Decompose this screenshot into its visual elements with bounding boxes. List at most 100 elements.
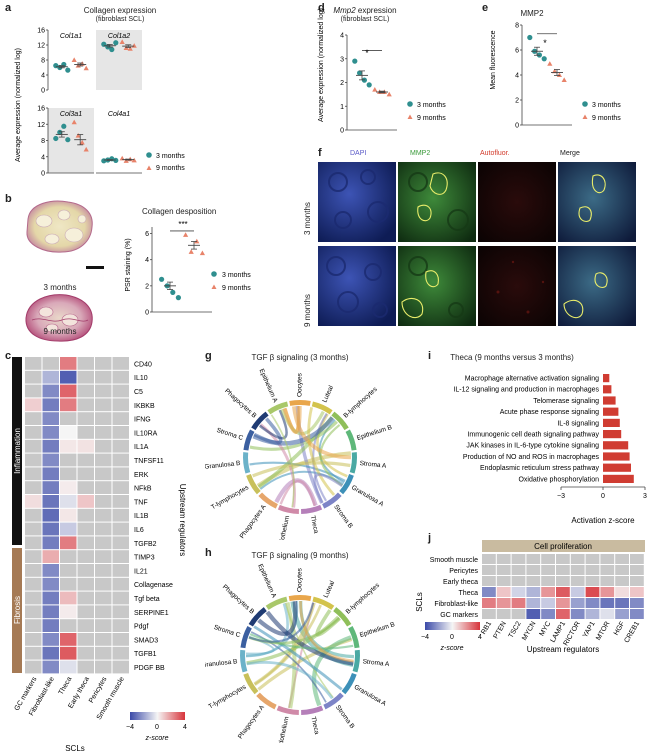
chord-arc (312, 596, 335, 610)
panel-j-scale-min: −4 (421, 634, 429, 641)
heatmap-cell (60, 439, 77, 453)
panel-c-colorbar (130, 712, 185, 720)
chord-label: Stroma B (332, 504, 354, 530)
heatmap-cell (25, 467, 42, 481)
chord-arc (276, 705, 299, 715)
chord-arc (352, 649, 360, 673)
heatmap-cell (77, 481, 94, 494)
heatmap-cell (42, 522, 59, 536)
heatmap-cell (95, 646, 112, 660)
heatmap-cell (60, 633, 77, 646)
heatmap-cell (511, 609, 526, 619)
y-tick-label: 4 (41, 73, 45, 80)
pathway-label: Oxidative phosphorylation (518, 476, 599, 483)
x-tick-label: 0 (601, 493, 605, 500)
heatmap-col-label: MYC (538, 621, 552, 638)
micrograph-autofluor-3-months (478, 162, 556, 242)
heatmap-cell (482, 609, 496, 619)
heatmap-cell (60, 467, 77, 481)
heatmap-cell (95, 467, 112, 481)
panel-d-title: Mmp2 expression (333, 6, 397, 15)
panel-j-xlabel: Upstream regulators (527, 645, 599, 654)
heatmap-cell (60, 357, 77, 370)
panel-h-title: TGF β signaling (9 months) (251, 551, 349, 560)
heatmap-cell (77, 591, 94, 605)
panel-b-plot: PSR staining (%) 0 2 4 6 *** 3 months 9 mon… (125, 220, 251, 317)
panel-b-legend-marker-9m (211, 284, 217, 289)
pathway-label: Endoplasmic reticulum stress pathway (480, 465, 600, 472)
heatmap-cell (77, 412, 94, 425)
panel-b-legend-9m: 9 months (222, 285, 251, 292)
heatmap-cell (482, 554, 496, 564)
panel-e-legend-marker-9m (582, 114, 588, 119)
panel-b-ylabel: PSR staining (%) (125, 238, 132, 291)
heatmap-cell (112, 536, 129, 550)
data-point-9m (127, 46, 133, 51)
heatmap-cell (511, 598, 526, 608)
panel-label-b: b (5, 193, 12, 205)
heatmap-row-label: Tgf beta (134, 596, 160, 603)
group-bar-fibrosis (12, 548, 22, 673)
heatmap-cell (112, 495, 129, 508)
panel-j-scale-mid: 0 (450, 634, 454, 641)
heatmap-cell (95, 550, 112, 563)
pathway-label: Production of NO and ROS in macrophages (463, 454, 600, 461)
heatmap-cell (77, 633, 94, 646)
chord-arc (289, 400, 311, 406)
heatmap-cell (25, 398, 42, 412)
chord-label: Stroma A (359, 460, 387, 470)
panel-d-significance: * (365, 48, 369, 58)
data-point-3m (57, 129, 63, 135)
y-tick-label: 8 (41, 58, 45, 65)
heatmap-cell (585, 576, 600, 586)
y-tick-label: 6 (515, 48, 519, 55)
panel-label-d: d (318, 2, 325, 14)
group-label-fibrosis: Fibrosis (13, 596, 22, 624)
heatmap-cell (556, 565, 570, 575)
heatmap-cell (541, 598, 555, 608)
pathway-label: Immunogenic cell death signaling pathway (467, 432, 599, 439)
panel-b-significance: *** (178, 220, 187, 229)
panel-c-scale-mid: 0 (155, 724, 159, 731)
heatmap-cell (25, 591, 42, 605)
chord-label: Oocytes (297, 372, 304, 397)
y-tick-label: 0 (41, 88, 45, 95)
heatmap-row-label: Pdgf (134, 624, 148, 631)
data-point-9m (75, 133, 81, 138)
pathway-bar (603, 385, 612, 394)
heatmap-cell (95, 536, 112, 550)
pathway-bar (603, 407, 619, 416)
heatmap-cell (556, 576, 570, 586)
data-point-3m (113, 40, 119, 46)
heatmap-cell (95, 481, 112, 494)
chord-arc (243, 429, 255, 451)
heatmap-cell (60, 550, 77, 563)
chord-label: Phagocytes B (221, 584, 255, 616)
chord-link (270, 414, 295, 508)
chord-label: B-lymphocytes (342, 385, 379, 419)
y-tick-label: 0 (515, 123, 519, 130)
chord-arc (311, 401, 333, 415)
heatmap-cell (77, 646, 94, 660)
panel-label-f: f (318, 147, 322, 159)
data-point-9m (131, 43, 137, 48)
micrograph-merge-9-months (558, 246, 636, 326)
heatmap-cell (112, 398, 129, 412)
heatmap-cell (25, 633, 42, 646)
pathway-label: IL-12 signaling and production in macrop… (453, 387, 599, 394)
y-tick-label: 8 (515, 23, 519, 30)
panel-label-j: j (428, 532, 432, 544)
heatmap-cell (615, 609, 629, 619)
chord-label: Stroma A (362, 658, 390, 668)
plot-title: Col3a1 (60, 111, 82, 118)
data-point-9m (188, 249, 194, 254)
heatmap-cell (112, 357, 129, 370)
heatmap-cell (496, 565, 511, 575)
data-point-9m (183, 232, 189, 237)
panel-label-g: g (205, 350, 212, 362)
heatmap-cell (615, 554, 629, 564)
heatmap-cell (541, 554, 555, 564)
chord-link (252, 416, 335, 446)
chord-link (249, 633, 354, 650)
heatmap-cell (25, 508, 42, 522)
